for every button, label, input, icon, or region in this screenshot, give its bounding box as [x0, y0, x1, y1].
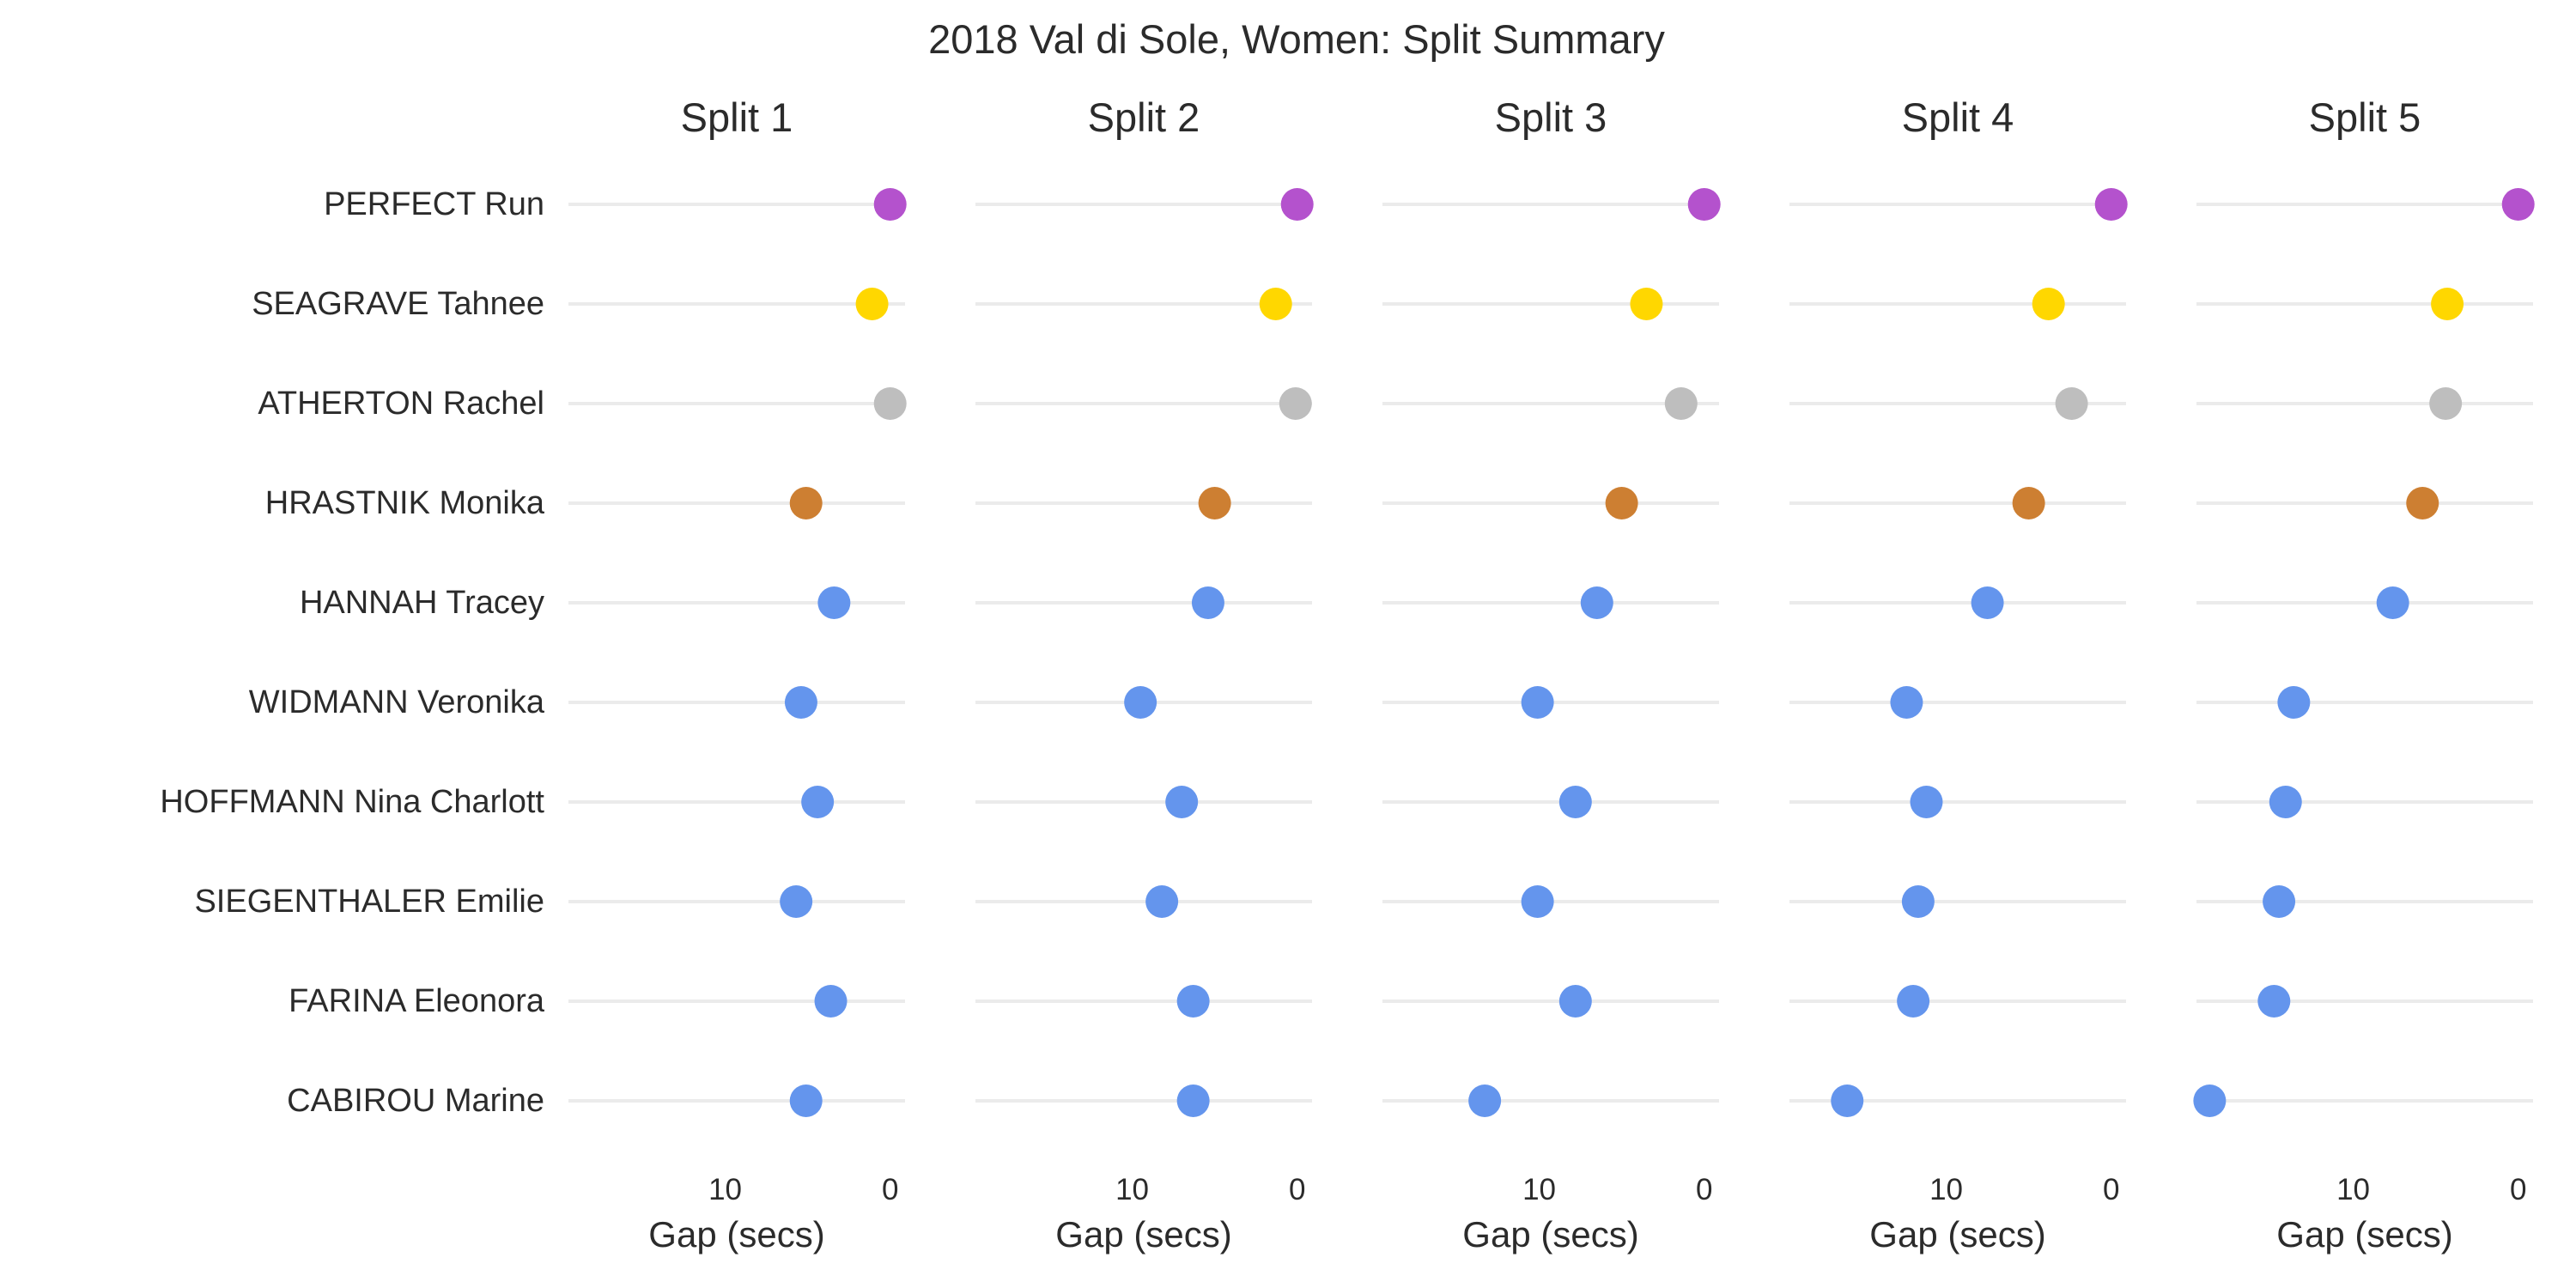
gap-point: [873, 387, 907, 420]
panel-title: Split 5: [2309, 94, 2421, 140]
gap-point: [855, 288, 889, 320]
rider-label: CABIROU Marine: [287, 1083, 544, 1119]
x-tick-label: 10: [1929, 1173, 1963, 1206]
rider-label: SEAGRAVE Tahnee: [252, 286, 544, 322]
gap-point: [2376, 586, 2409, 619]
gap-point: [1971, 586, 2004, 619]
gap-point: [789, 487, 823, 519]
gap-point: [1280, 188, 1314, 221]
gap-point: [1176, 985, 1210, 1018]
x-axis-title: Gap (secs): [1869, 1214, 2045, 1255]
x-tick-label: 10: [1115, 1173, 1149, 1206]
gap-point: [1687, 188, 1721, 221]
x-axis-title: Gap (secs): [2276, 1214, 2452, 1255]
rider-label: PERFECT Run: [324, 186, 544, 222]
panel-title: Split 4: [1902, 94, 2014, 140]
gap-point: [1901, 885, 1935, 918]
gap-point: [2431, 288, 2464, 320]
panel-title: Split 3: [1495, 94, 1607, 140]
x-tick-label: 0: [1289, 1173, 1305, 1206]
chart-title: 2018 Val di Sole, Women: Split Summary: [928, 16, 1665, 62]
gap-point: [780, 885, 813, 918]
gap-point: [817, 586, 851, 619]
x-axis-title: Gap (secs): [648, 1214, 824, 1255]
x-tick-label: 0: [2103, 1173, 2119, 1206]
gap-point: [1664, 387, 1698, 420]
panel-title: Split 2: [1088, 94, 1200, 140]
gap-point: [1521, 686, 1554, 719]
gap-point: [1605, 487, 1638, 519]
rider-label: HANNAH Tracey: [300, 585, 544, 621]
gap-point: [1558, 985, 1592, 1018]
gap-point: [2257, 985, 2291, 1018]
rider-label: SIEGENTHALER Emilie: [194, 884, 544, 920]
gap-point: [1198, 487, 1231, 519]
gap-point: [2277, 686, 2311, 719]
gap-point: [784, 686, 817, 719]
rider-label: HRASTNIK Monika: [265, 485, 545, 521]
gap-point: [1191, 586, 1224, 619]
gap-point: [2193, 1084, 2227, 1117]
gap-point: [1176, 1084, 1210, 1117]
gap-point: [1897, 985, 1930, 1018]
gap-point: [1145, 885, 1179, 918]
split-panel: Split 2 10 0 Gap (secs): [975, 94, 1314, 1255]
rider-label: FARINA Eleonora: [289, 983, 545, 1019]
x-tick-label: 10: [1522, 1173, 1556, 1206]
rider-labels: PERFECT Run SEAGRAVE Tahnee ATHERTON Rache…: [160, 186, 545, 1119]
split-panel: Split 4 10 0 Gap (secs): [1789, 94, 2128, 1255]
split-panel: Split 5 10 0 Gap (secs): [2193, 94, 2535, 1255]
gap-point: [2094, 188, 2128, 221]
panel-title: Split 1: [681, 94, 793, 140]
gap-point: [801, 786, 835, 818]
gap-point: [2032, 288, 2065, 320]
gap-point: [873, 188, 907, 221]
x-tick-label: 10: [2336, 1173, 2370, 1206]
gap-point: [1279, 387, 1312, 420]
x-tick-label: 0: [1696, 1173, 1712, 1206]
gap-point: [2012, 487, 2045, 519]
gap-point: [2263, 885, 2296, 918]
x-axis-title: Gap (secs): [1055, 1214, 1231, 1255]
rider-label: ATHERTON Rachel: [258, 386, 544, 422]
gap-point: [1890, 686, 1923, 719]
gap-point: [1910, 786, 1943, 818]
gap-point: [2055, 387, 2088, 420]
split-panels: Split 1 10 0 Gap (secs) Split 2 10 0 Gap (secs)…: [568, 94, 2535, 1255]
gap-point: [1468, 1084, 1502, 1117]
split-panel: Split 3 10 0 Gap (secs): [1382, 94, 1721, 1255]
gap-point: [1630, 288, 1663, 320]
rider-label: WIDMANN Veronika: [249, 684, 545, 720]
x-tick-label: 0: [2510, 1173, 2526, 1206]
gap-point: [2501, 188, 2535, 221]
gap-point: [789, 1084, 823, 1117]
gap-point: [1165, 786, 1199, 818]
gap-point: [1259, 288, 1292, 320]
gap-point: [1580, 586, 1613, 619]
gap-point: [2269, 786, 2302, 818]
gap-point: [2406, 487, 2439, 519]
gap-point: [814, 985, 848, 1018]
gap-point: [1521, 885, 1554, 918]
x-tick-label: 0: [882, 1173, 898, 1206]
rider-label: HOFFMANN Nina Charlott: [160, 784, 544, 820]
gap-point: [1831, 1084, 1864, 1117]
gap-point: [1124, 686, 1157, 719]
split-panel: Split 1 10 0 Gap (secs): [568, 94, 907, 1255]
gap-point: [2429, 387, 2463, 420]
x-tick-label: 10: [708, 1173, 742, 1206]
x-axis-title: Gap (secs): [1462, 1214, 1638, 1255]
gap-point: [1558, 786, 1592, 818]
